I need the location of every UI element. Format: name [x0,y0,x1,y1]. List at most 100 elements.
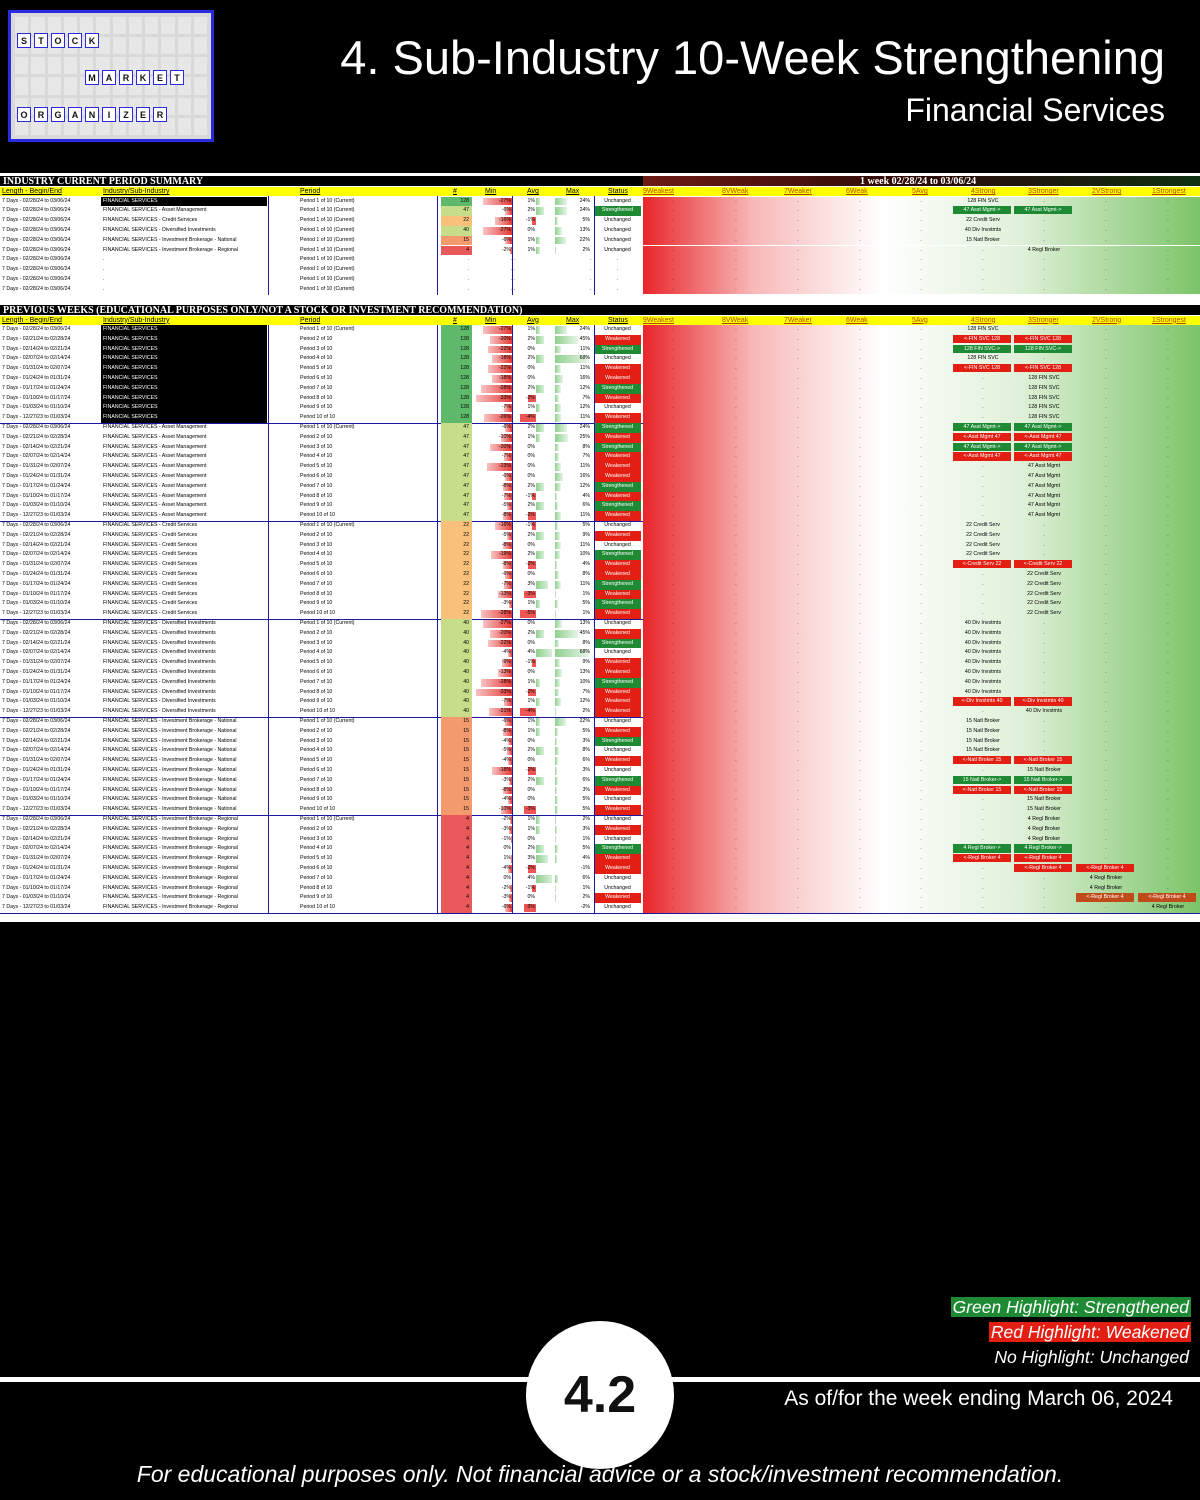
rank-dot: . [797,835,799,842]
rank-dot: . [920,776,922,783]
row-max: 6% [555,501,591,511]
rank-dot: . [735,482,737,489]
row-industry: FINANCIAL SERVICES - Investment Brokerag… [103,757,237,764]
row-max: 11% [555,345,591,355]
rank-dot: . [735,835,737,842]
table-row: 7 Days - 01/10/24 to 01/17/24 FINANCIAL S… [0,883,1200,894]
logo-tile [193,57,207,75]
row-status: Weakened [594,668,641,678]
rank-dot: . [735,718,737,724]
row-min: . [474,285,512,295]
min-bar [492,355,512,364]
row-min: -16% [474,216,512,226]
max-value: 16% [579,473,590,479]
table-row: 7 Days - 02/14/24 to 02/21/24 FINANCIAL S… [0,834,1200,845]
row-status: Weakened [594,589,641,600]
rank-dot: . [735,561,737,568]
rank-dot: . [982,463,984,470]
logo-letter: R [34,107,48,122]
rank-dot: . [982,256,984,263]
logo-background-grid [15,17,207,135]
rank-dot: . [735,825,737,832]
row-status: Weakened [594,393,641,404]
row-count: 47 [441,432,472,443]
min-bar [501,433,512,442]
rank-dot: . [1043,266,1045,273]
rank-dot: . [859,207,861,214]
logo-letter: A [68,107,82,122]
table-row: 7 Days - 02/28/24 to 03/06/24 FINANCIAL S… [0,423,1200,433]
rank-dot: . [1167,207,1169,214]
column-divider [437,196,438,295]
row-min: -18% [474,374,512,384]
rank-label: 22 Credit Serv [966,217,1000,224]
row-min: -19% [474,550,512,560]
rank-dot: . [1105,845,1107,852]
rank-dot: . [797,894,799,901]
row-count: 22 [441,216,472,226]
rank-dot: . [735,571,737,577]
table-row: 7 Days - 02/07/24 to 02/14/24 FINANCIAL S… [0,648,1200,659]
avg-bar [520,414,536,422]
max-bar [555,825,557,834]
avg-bar [528,688,536,697]
row-status: Weakened [594,452,641,463]
row-industry: . [103,285,105,292]
rank-dot: . [797,355,799,362]
rank-dot: . [735,236,737,243]
row-length: 7 Days - 02/14/24 to 02/21/24 [2,835,71,842]
table-row: 7 Days - 01/10/24 to 01/17/24 FINANCIAL S… [0,491,1200,502]
max-bar [555,571,559,579]
rank-dot: . [735,424,737,430]
table-row: 7 Days - 02/14/24 to 02/21/24 FINANCIAL S… [0,638,1200,649]
rank-cells [643,364,1200,374]
max-bar [555,522,558,530]
avg-bar [520,708,536,716]
rank-dot: . [859,884,861,891]
row-min: -33% [474,688,512,698]
row-length: 7 Days - 01/10/24 to 01/17/24 [2,786,71,793]
rank-dot: . [1167,256,1169,263]
max-value: 6% [582,776,591,783]
rank-header: 7Weaker [784,188,812,195]
table-row: 7 Days - 01/17/24 to 01/24/24 FINANCIAL S… [0,677,1200,688]
row-period: Period 10 of 10 [300,414,336,421]
min-bar [497,669,512,677]
row-min: -6% [474,206,512,216]
avg-value: 0% [527,365,536,372]
rank-dot: . [1105,473,1107,479]
rank-dot: . [672,610,674,617]
row-status: Unchanged [604,355,631,362]
row-max: 22% [555,717,591,727]
row-min: -8% [474,786,512,796]
rank-dot: . [797,492,799,499]
rank-label: 4 Regl Broker [1027,825,1061,832]
row-avg: 0% [514,452,552,462]
column-header-row: Length - Begin/End Industry/Sub-Industry P… [0,187,1200,196]
rank-dot: . [797,776,799,783]
row-length: 7 Days - 01/24/24 to 01/31/24 [2,767,71,773]
rank-dot: . [982,580,984,587]
rank-dot: . [797,796,799,803]
row-length: 7 Days - 01/10/24 to 01/17/24 [2,884,71,891]
min-bar [504,453,512,462]
rank-dot: . [859,816,861,822]
rank-cells [643,255,1200,266]
rank-cells [643,893,1200,904]
avg-bar [524,806,536,814]
row-industry: . [103,266,105,273]
rank-cells [643,432,1200,443]
rank-dot: . [920,502,922,509]
rank-dot: . [797,256,799,263]
logo-tile [31,17,45,35]
row-status: Strengthened [594,501,641,512]
rank-pill: <-Regl Broker 4 [1138,893,1196,902]
row-max: 11% [555,364,591,374]
row-count: 40 [441,619,472,629]
row-min: -6% [474,903,512,913]
row-count: 4 [441,854,472,864]
min-value: -18% [498,767,511,773]
min-bar [492,375,512,383]
row-max: 5% [555,727,591,737]
rank-dot: . [982,571,984,577]
